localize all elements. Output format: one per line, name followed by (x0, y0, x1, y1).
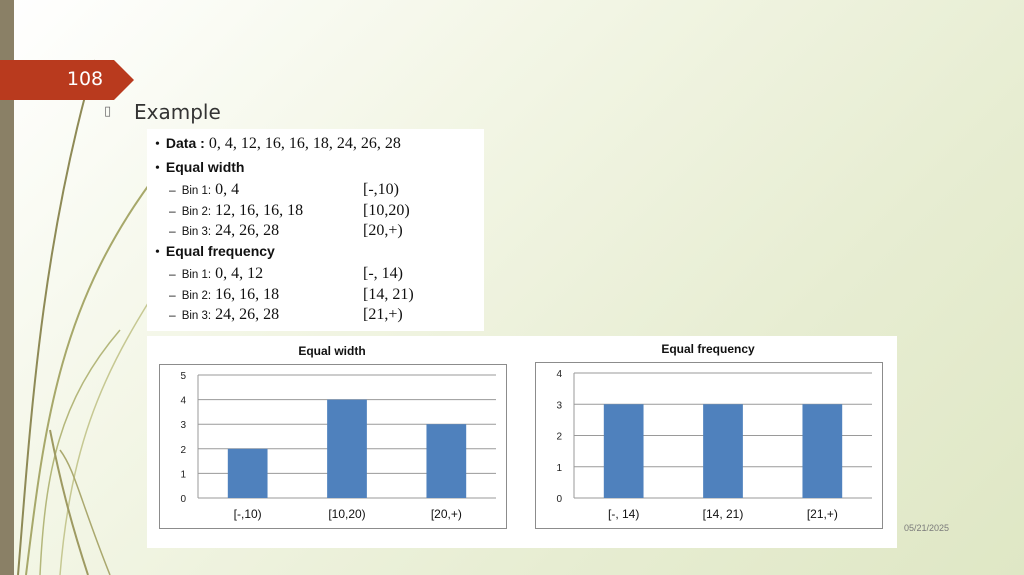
equal-width-bin-3: – Bin 3: 24, 26, 28 (169, 222, 280, 239)
slide-number-badge (0, 60, 134, 100)
y-tick-label: 0 (180, 494, 186, 505)
y-tick-label: 2 (556, 432, 562, 443)
x-tick-label: [14, 21) (703, 507, 744, 521)
equal-width-bin-1: – Bin 1: 0, 4 (169, 181, 240, 198)
equal-width-bin-3-range: [20,+) (363, 222, 403, 239)
equal-frequency-bin-3: – Bin 3: 24, 26, 28 (169, 306, 280, 323)
bar-3 (802, 404, 843, 498)
left-decorative-bar (0, 0, 14, 575)
chart-equal-frequency: 0 1 2 3 4 [-, 14) [14, 21) [21,+) (556, 369, 872, 521)
chart-equal-width-frame: 0 1 2 3 4 5 [-,10) [10,20) [20,+) (159, 364, 507, 529)
equal-frequency-heading: • Equal frequency (155, 243, 275, 260)
bar-2 (703, 404, 743, 498)
y-tick-label: 0 (556, 494, 562, 505)
slide-date: 05/21/2025 (904, 523, 950, 533)
equal-width-bin-2-range: [10,20) (363, 202, 410, 219)
equal-width-heading: • Equal width (155, 159, 245, 176)
equal-frequency-bin-2: – Bin 2: 16, 16, 18 (169, 286, 280, 303)
x-tick-label: [20,+) (431, 507, 462, 521)
chart-title-equal-width: Equal width (298, 344, 366, 358)
bullet-dot: • (155, 161, 160, 176)
x-tick-label: [21,+) (807, 507, 838, 521)
decorative-grass-stems (17, 59, 161, 575)
bullet-dot: • (155, 245, 160, 260)
x-tick-label: [10,20) (328, 507, 365, 521)
slide-heading: Example (134, 100, 221, 124)
chart-equal-frequency-frame: 0 1 2 3 4 [-, 14) [14, 21) [21,+) (535, 362, 883, 529)
equal-width-bin-1-range: [-,10) (363, 181, 399, 198)
y-tick-label: 1 (180, 469, 186, 480)
chart-equal-width: 0 1 2 3 4 5 [-,10) [10,20) [20,+) (180, 371, 496, 521)
bar-1 (603, 404, 644, 498)
y-tick-label: 4 (180, 396, 186, 407)
y-tick-label: 3 (180, 420, 186, 431)
x-tick-label: [-, 14) (608, 507, 639, 521)
bar-2 (327, 399, 367, 498)
chart-title-equal-frequency: Equal frequency (661, 342, 755, 356)
binning-text-panel: • Data : 0, 4, 12, 16, 16, 18, 24, 26, 28… (147, 129, 484, 331)
bullet-dot: • (155, 137, 160, 152)
data-line: • Data : 0, 4, 12, 16, 16, 18, 24, 26, 28 (155, 135, 401, 152)
x-tick-label: [-,10) (234, 507, 262, 521)
bar-3 (426, 424, 467, 498)
y-tick-label: 2 (180, 445, 186, 456)
y-tick-label: 4 (556, 369, 562, 380)
equal-frequency-bin-3-range: [21,+) (363, 306, 403, 323)
slide-number: 108 (66, 68, 104, 90)
equal-frequency-bin-1-range: [-, 14) (363, 265, 403, 282)
y-tick-label: 1 (556, 463, 562, 474)
bullet-icon: ▯ (104, 104, 112, 119)
equal-width-bin-2: – Bin 2: 12, 16, 16, 18 (169, 202, 304, 219)
charts-panel: Equal width 0 1 2 3 4 5 [-,10) [10,20) [20,+) Eq… (147, 336, 897, 548)
equal-frequency-bin-1: – Bin 1: 0, 4, 12 (169, 265, 264, 282)
equal-frequency-bin-2-range: [14, 21) (363, 286, 414, 303)
y-tick-label: 3 (556, 400, 562, 411)
y-tick-label: 5 (180, 371, 186, 382)
bar-1 (227, 448, 268, 498)
